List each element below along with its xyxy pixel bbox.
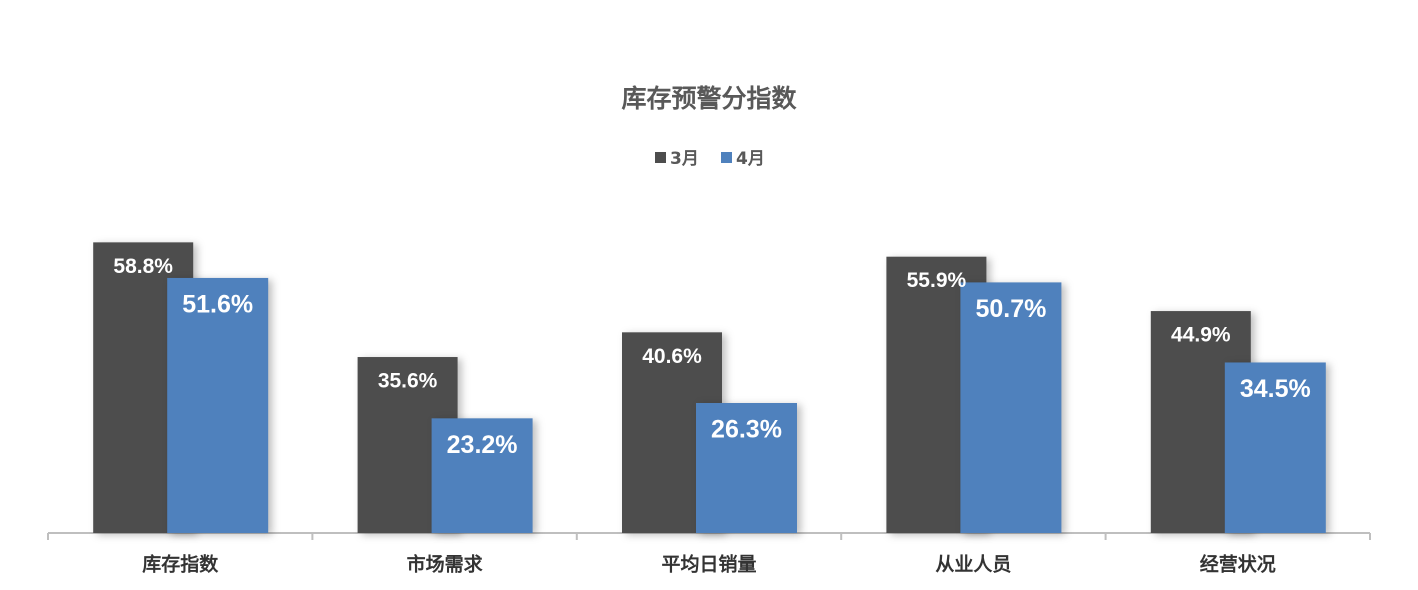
legend-swatch bbox=[721, 152, 732, 163]
x-tick-label: 经营状况 bbox=[1200, 553, 1276, 576]
x-tick-label: 库存指数 bbox=[142, 553, 219, 576]
bar bbox=[431, 418, 533, 533]
data-label: 50.7% bbox=[975, 295, 1046, 323]
data-label: 40.6% bbox=[642, 345, 702, 368]
x-tick-label: 从业人员 bbox=[935, 554, 1011, 576]
bar bbox=[960, 282, 1062, 533]
bar bbox=[167, 277, 269, 533]
data-label: 51.6% bbox=[182, 291, 253, 319]
data-label: 26.3% bbox=[711, 416, 782, 444]
data-label: 55.9% bbox=[907, 269, 967, 292]
bar bbox=[696, 403, 797, 533]
data-label: 34.5% bbox=[1240, 375, 1311, 403]
legend-label: 4月 bbox=[736, 149, 765, 169]
x-tick-label: 市场需求 bbox=[407, 553, 484, 576]
data-label: 35.6% bbox=[378, 370, 438, 393]
data-label: 58.8% bbox=[113, 255, 173, 278]
data-label: 44.9% bbox=[1171, 324, 1231, 347]
legend-swatch bbox=[655, 152, 666, 163]
bar bbox=[1224, 362, 1326, 533]
chart-title: 库存预警分指数 bbox=[621, 84, 797, 113]
legend-label: 3月 bbox=[670, 149, 699, 169]
data-label: 23.2% bbox=[447, 431, 518, 459]
x-tick-label: 平均日销量 bbox=[661, 553, 756, 576]
